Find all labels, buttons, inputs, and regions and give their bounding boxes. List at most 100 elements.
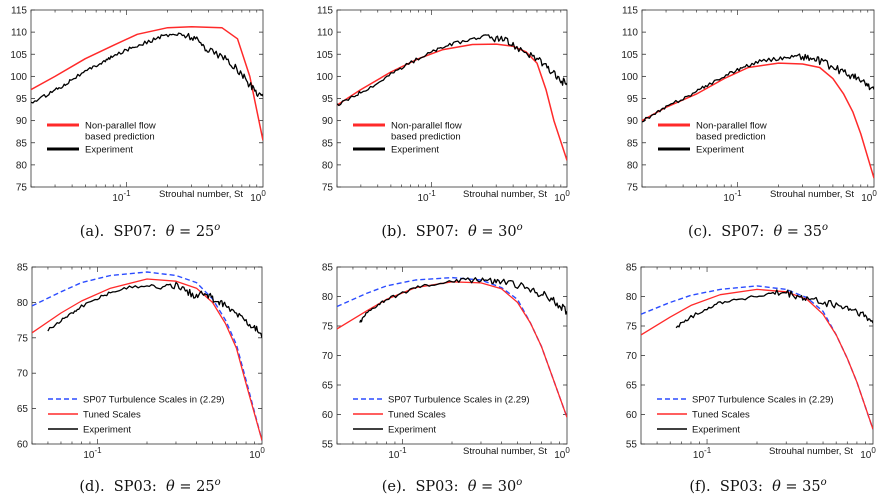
panel-b: 75 80 85 90 95 100 105 110 115 10-1 100 Strouhal nu… xyxy=(316,6,570,205)
axes-box xyxy=(30,9,264,188)
x-axis-label: Strouhal number, St xyxy=(770,189,854,200)
legend-entry: SP07 Turbulence Scales in (2.29) xyxy=(83,395,225,406)
panel-e: 55 60 65 70 75 80 85 10-1 100 Strouhal number, St… xyxy=(322,263,570,462)
x-axis-label: Strouhal number, St xyxy=(159,189,243,200)
x-tick-label: 10-1 xyxy=(388,446,407,461)
y-tick-label: 75 xyxy=(322,183,334,194)
legend-entry: Experiment xyxy=(696,145,744,156)
legend-entry: Tuned Scales xyxy=(388,410,446,421)
y-tick-label: 100 xyxy=(621,72,638,83)
series-line-experiment xyxy=(359,277,567,323)
y-tick-label: 75 xyxy=(322,322,334,333)
panel-caption: (e). SP03: θ = 30o xyxy=(382,477,523,495)
panel-caption: (d). SP03: θ = 25o xyxy=(79,477,220,495)
legend-entry: Tuned Scales xyxy=(692,410,750,421)
x-tick-label: 100 xyxy=(861,189,877,204)
axes-box xyxy=(31,266,263,445)
legend-entry: Experiment xyxy=(391,145,439,156)
y-tick-label: 80 xyxy=(17,298,29,309)
panel-c: 75 80 85 90 95 100 105 110 115 10-1 100 Strouhal nu… xyxy=(621,6,877,205)
y-tick-label: 115 xyxy=(622,6,638,17)
y-tick-label: 110 xyxy=(317,28,333,39)
y-tick-label: 85 xyxy=(17,263,29,274)
y-tick-label: 55 xyxy=(626,440,638,451)
y-tick-label: 80 xyxy=(322,160,334,171)
axes-box xyxy=(336,9,568,188)
x-tick-label: 100 xyxy=(249,446,265,461)
axes-box xyxy=(336,266,568,445)
series-line-experiment xyxy=(47,281,262,338)
panel-a: 75 80 85 90 95 100 105 110 115 10-1 100 Strouhal nu… xyxy=(10,6,266,205)
y-tick-label: 80 xyxy=(322,292,334,303)
y-tick-label: 70 xyxy=(17,369,29,380)
y-tick-label: 115 xyxy=(317,6,333,17)
y-tick-label: 75 xyxy=(627,183,639,194)
panel-caption: (c). SP07: θ = 35o xyxy=(688,222,828,240)
legend-entry: Experiment xyxy=(692,425,740,436)
series-line-experiment xyxy=(31,32,263,104)
x-tick-label: 10-1 xyxy=(693,446,712,461)
panel-caption: (f). SP03: θ = 35o xyxy=(689,477,826,495)
y-tick-label: 80 xyxy=(626,292,638,303)
y-tick-label: 60 xyxy=(322,410,334,421)
legend-entry: SP07 Turbulence Scales in (2.29) xyxy=(388,395,530,406)
series-line-tuned xyxy=(32,278,262,441)
y-tick-label: 65 xyxy=(322,381,334,392)
y-tick-label: 105 xyxy=(316,50,333,61)
y-tick-label: 75 xyxy=(16,183,28,194)
series-line-prediction xyxy=(337,43,567,161)
x-tick-label: 100 xyxy=(860,446,876,461)
legend-entry: Experiment xyxy=(83,425,131,436)
y-tick-label: 65 xyxy=(626,381,638,392)
y-tick-label: 60 xyxy=(17,440,29,451)
y-tick-label: 100 xyxy=(316,72,333,83)
legend-entry: Non-parallel flow based prediction xyxy=(696,121,767,143)
panel-d: 60 65 70 75 80 85 10-1 100 SP07 Turbulence Scale… xyxy=(17,263,265,462)
panel-caption: (a). SP07: θ = 25o xyxy=(80,222,221,240)
y-tick-label: 75 xyxy=(626,322,638,333)
panel-f: 55 60 65 70 75 80 85 10-1 100 Strouhal number, St… xyxy=(626,263,876,462)
legend-entry: Non-parallel flow based prediction xyxy=(391,121,462,143)
y-tick-label: 80 xyxy=(627,160,639,171)
y-tick-label: 85 xyxy=(626,263,638,274)
legend-entry: Tuned Scales xyxy=(83,410,141,421)
y-tick-label: 60 xyxy=(626,410,638,421)
legend-entry: SP07 Turbulence Scales in (2.29) xyxy=(692,395,834,406)
y-tick-label: 100 xyxy=(10,72,27,83)
y-tick-label: 80 xyxy=(16,160,28,171)
x-tick-label: 10-1 xyxy=(112,189,131,204)
series-line-experiment xyxy=(337,34,567,107)
y-tick-label: 70 xyxy=(322,351,334,362)
x-axis-label: Strouhal number, St xyxy=(769,446,853,457)
y-tick-label: 110 xyxy=(11,28,27,39)
series-line-sp07 xyxy=(641,285,873,430)
y-tick-label: 90 xyxy=(16,116,28,127)
y-tick-label: 105 xyxy=(10,50,27,61)
y-tick-label: 110 xyxy=(622,28,638,39)
y-tick-label: 95 xyxy=(627,94,639,105)
y-tick-label: 85 xyxy=(16,138,28,149)
y-tick-label: 75 xyxy=(17,333,29,344)
axes-box xyxy=(640,266,874,445)
y-tick-label: 70 xyxy=(626,351,638,362)
series-line-experiment xyxy=(675,289,873,329)
x-tick-label: 100 xyxy=(554,446,570,461)
series-line-tuned xyxy=(641,288,873,430)
y-tick-label: 90 xyxy=(627,116,639,127)
series-line-prediction xyxy=(31,26,263,141)
legend-entry: Non-parallel flow based prediction xyxy=(85,121,156,143)
y-tick-label: 115 xyxy=(11,6,27,17)
y-tick-label: 85 xyxy=(322,263,334,274)
panel-caption: (b). SP07: θ = 30o xyxy=(381,222,522,240)
x-axis-label: Strouhal number, St xyxy=(463,189,547,200)
y-tick-label: 90 xyxy=(322,116,334,127)
x-tick-label: 10-1 xyxy=(723,189,742,204)
y-tick-label: 55 xyxy=(322,440,334,451)
series-line-experiment xyxy=(642,53,874,123)
y-tick-label: 65 xyxy=(17,404,29,415)
series-line-sp07 xyxy=(32,271,262,441)
x-tick-label: 10-1 xyxy=(417,189,436,204)
y-tick-label: 95 xyxy=(322,94,334,105)
y-tick-label: 85 xyxy=(322,138,334,149)
